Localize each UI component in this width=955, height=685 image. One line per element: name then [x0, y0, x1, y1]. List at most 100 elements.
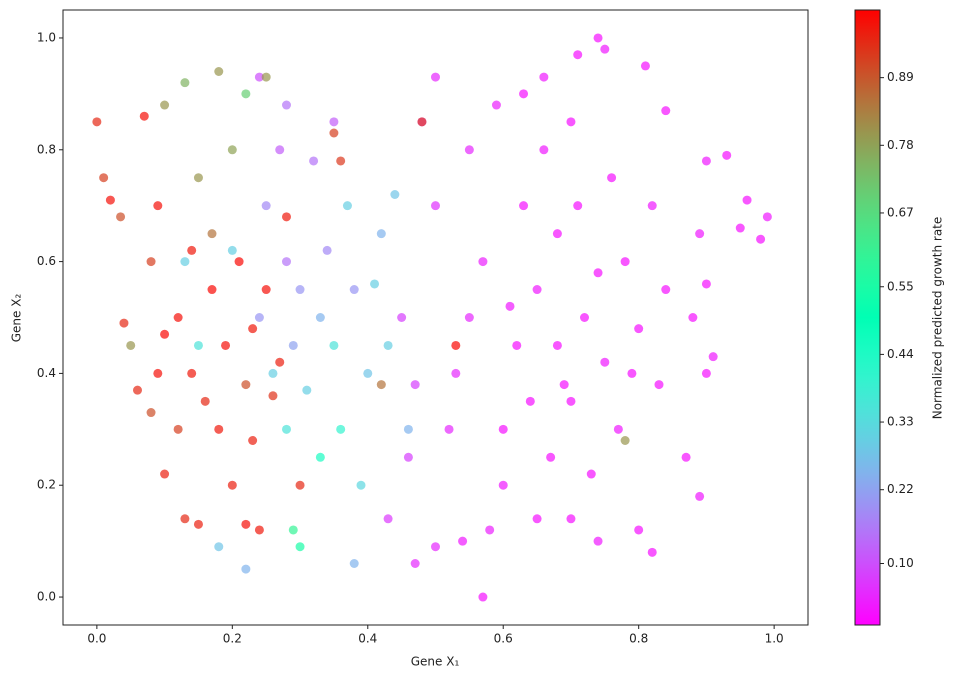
- scatter-point: [566, 117, 576, 127]
- scatter-point: [593, 33, 603, 43]
- scatter-point: [295, 542, 305, 552]
- scatter-point: [498, 424, 508, 434]
- scatter-point: [180, 257, 190, 267]
- scatter-point: [160, 100, 170, 110]
- scatter-point: [160, 329, 170, 339]
- x-tick-label: 0.2: [223, 632, 242, 646]
- scatter-point: [695, 229, 705, 239]
- scatter-point: [512, 340, 522, 350]
- scatter-point: [485, 525, 495, 535]
- scatter-point: [478, 257, 488, 267]
- scatter-point: [261, 201, 271, 211]
- scatter-point: [329, 128, 339, 138]
- colorbar-tick-label: 0.89: [887, 70, 914, 84]
- scatter-point: [214, 424, 224, 434]
- scatter-point: [580, 313, 589, 322]
- scatter-point: [282, 257, 291, 267]
- scatter-point: [593, 268, 603, 278]
- scatter-point: [566, 396, 576, 406]
- scatter-point: [214, 67, 224, 76]
- scatter-point: [634, 324, 644, 334]
- scatter-point: [254, 525, 264, 535]
- scatter-point: [254, 72, 264, 82]
- scatter-point: [756, 234, 766, 244]
- scatter-point: [519, 89, 529, 99]
- scatter-point: [458, 536, 468, 546]
- scatter-point: [431, 72, 440, 82]
- scatter-point: [227, 145, 237, 155]
- x-tick-label: 0.6: [494, 632, 513, 646]
- scatter-point: [532, 514, 542, 524]
- scatter-point: [221, 340, 231, 350]
- scatter-point: [505, 301, 515, 311]
- colorbar-tick-label: 0.67: [887, 205, 914, 219]
- colorbar-tick-label: 0.33: [887, 415, 914, 429]
- scatter-point: [173, 424, 183, 434]
- scatter-point: [275, 357, 285, 367]
- scatter-point: [600, 44, 610, 54]
- colorbar-tick-label: 0.44: [887, 347, 914, 361]
- scatter-point: [620, 436, 630, 445]
- scatter-point: [559, 380, 569, 390]
- scatter-point: [268, 368, 278, 378]
- scatter-point: [126, 340, 136, 350]
- x-tick-label: 0.8: [629, 632, 648, 646]
- scatter-point: [261, 285, 271, 295]
- scatter-point: [654, 380, 664, 390]
- colorbar: [854, 9, 881, 626]
- scatter-point: [688, 313, 698, 322]
- scatter-point: [620, 257, 630, 267]
- y-tick-label: 0.6: [37, 254, 56, 268]
- scatter-point: [329, 340, 339, 350]
- scatter-point: [525, 396, 535, 406]
- scatter-point: [254, 313, 264, 322]
- scatter-point: [390, 190, 400, 199]
- scatter-point: [187, 368, 197, 378]
- scatter-point: [275, 145, 285, 155]
- y-tick-label: 0.0: [37, 590, 56, 604]
- scatter-point: [153, 201, 163, 211]
- scatter-point: [349, 285, 359, 295]
- scatter-point: [315, 452, 325, 462]
- scatter-point: [735, 223, 745, 233]
- scatter-point: [207, 229, 217, 239]
- scatter-point: [593, 536, 603, 546]
- scatter-point: [444, 424, 454, 434]
- scatter-point: [363, 368, 373, 378]
- scatter-point: [647, 201, 657, 211]
- scatter-point: [329, 117, 339, 127]
- scatter-point: [288, 525, 298, 535]
- scatter-point: [193, 519, 203, 529]
- scatter-point: [552, 340, 562, 350]
- scatter-point: [349, 559, 359, 568]
- y-tick-label: 1.0: [37, 30, 56, 44]
- colorbar-tick-label: 0.10: [887, 556, 914, 570]
- scatter-point: [519, 201, 529, 211]
- scatter-point: [268, 391, 278, 401]
- scatter-point: [116, 212, 126, 222]
- scatter-point: [491, 100, 501, 110]
- scatter-point: [607, 173, 617, 183]
- scatter-point: [200, 396, 210, 406]
- scatter-point: [397, 313, 407, 322]
- scatter-point: [701, 279, 711, 289]
- scatter-point: [722, 150, 732, 160]
- scatter-point: [356, 480, 366, 490]
- colorbar-tick-label: 0.78: [887, 138, 914, 152]
- scatter-point: [241, 519, 251, 529]
- colorbar-tick-label: 0.55: [887, 279, 914, 293]
- scatter-point: [282, 212, 291, 222]
- scatter-point: [248, 436, 258, 445]
- scatter-point: [282, 424, 291, 434]
- scatter-point: [451, 368, 461, 378]
- scatter-point: [336, 424, 346, 434]
- scatter-point: [261, 72, 271, 82]
- colorbar-tick-label: 0.22: [887, 482, 914, 496]
- scatter-point: [640, 61, 650, 71]
- scatter-point: [133, 385, 142, 395]
- y-tick-label: 0.4: [37, 366, 56, 380]
- scatter-point: [295, 480, 305, 490]
- scatter-point: [573, 201, 583, 211]
- y-axis-label: Gene X₂: [10, 294, 24, 343]
